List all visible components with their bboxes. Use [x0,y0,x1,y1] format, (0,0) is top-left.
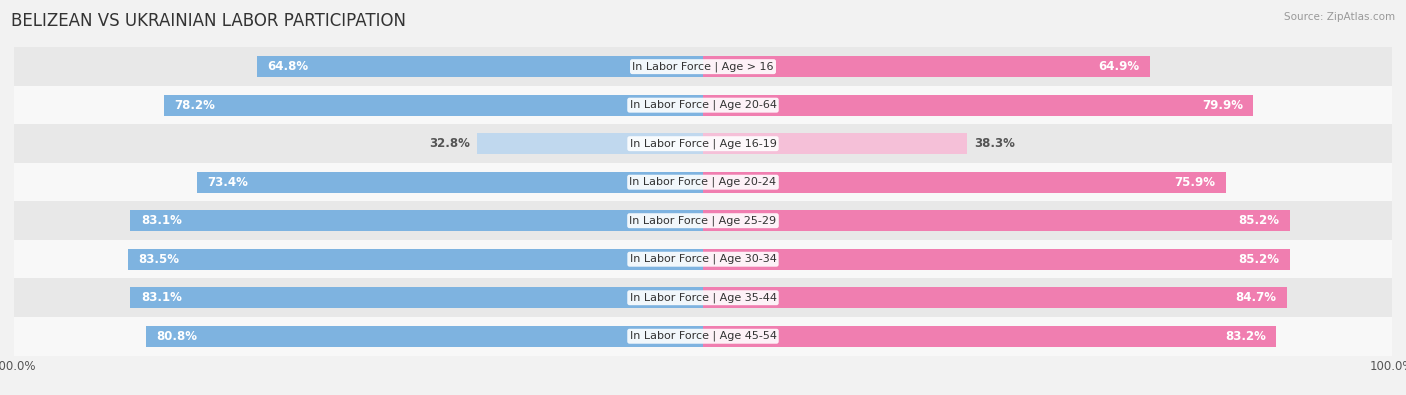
Text: In Labor Force | Age 45-54: In Labor Force | Age 45-54 [630,331,776,342]
Text: In Labor Force | Age > 16: In Labor Force | Age > 16 [633,61,773,72]
Bar [703,325,1277,347]
Bar [128,248,703,270]
Bar [197,171,703,193]
Text: 85.2%: 85.2% [1239,253,1279,266]
Bar [703,210,1289,231]
Bar [14,124,1392,163]
Text: In Labor Force | Age 30-34: In Labor Force | Age 30-34 [630,254,776,265]
Bar [14,86,1392,124]
Bar [703,287,1286,308]
Bar [14,317,1392,356]
Bar [256,56,703,77]
Text: 83.5%: 83.5% [138,253,179,266]
Text: In Labor Force | Age 20-64: In Labor Force | Age 20-64 [630,100,776,111]
Bar [14,278,1392,317]
Bar [703,248,1289,270]
Text: 32.8%: 32.8% [429,137,470,150]
Bar [14,163,1392,201]
Text: 79.9%: 79.9% [1202,99,1243,112]
Legend: Belizean, Ukrainian: Belizean, Ukrainian [614,394,792,395]
Bar [703,133,967,154]
Text: 75.9%: 75.9% [1174,176,1216,189]
Text: In Labor Force | Age 35-44: In Labor Force | Age 35-44 [630,292,776,303]
Bar [703,171,1226,193]
Bar [477,133,703,154]
Text: 38.3%: 38.3% [974,137,1015,150]
Bar [14,47,1392,86]
Text: In Labor Force | Age 25-29: In Labor Force | Age 25-29 [630,215,776,226]
Bar [14,240,1392,278]
Text: In Labor Force | Age 20-24: In Labor Force | Age 20-24 [630,177,776,188]
Bar [131,287,703,308]
Bar [146,325,703,347]
Bar [703,56,1150,77]
Bar [131,210,703,231]
Bar [703,94,1254,116]
Text: 78.2%: 78.2% [174,99,215,112]
Text: 64.9%: 64.9% [1098,60,1140,73]
Text: In Labor Force | Age 16-19: In Labor Force | Age 16-19 [630,138,776,149]
Bar [165,94,703,116]
Text: 83.1%: 83.1% [141,291,181,304]
Text: 83.2%: 83.2% [1225,330,1265,343]
Text: 84.7%: 84.7% [1236,291,1277,304]
Text: 83.1%: 83.1% [141,214,181,227]
Text: BELIZEAN VS UKRAINIAN LABOR PARTICIPATION: BELIZEAN VS UKRAINIAN LABOR PARTICIPATIO… [11,12,406,30]
Text: 73.4%: 73.4% [208,176,249,189]
Text: Source: ZipAtlas.com: Source: ZipAtlas.com [1284,12,1395,22]
Text: 64.8%: 64.8% [267,60,308,73]
Bar [14,201,1392,240]
Text: 85.2%: 85.2% [1239,214,1279,227]
Text: 80.8%: 80.8% [156,330,198,343]
